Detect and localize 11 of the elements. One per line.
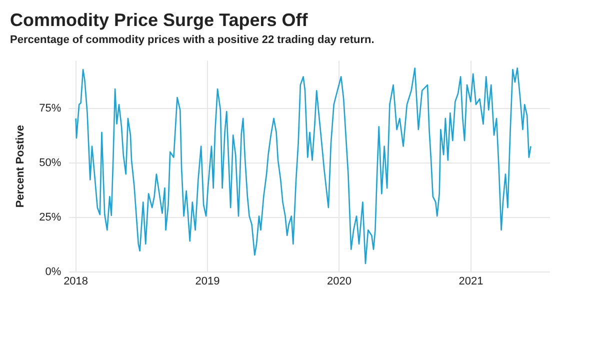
x-tick-label: 2021 [458, 275, 484, 288]
x-tick-label: 2018 [64, 275, 88, 288]
chart-subtitle: Percentage of commodity prices with a positive 22 trading day return. [10, 34, 374, 46]
y-tick-label: 75% [39, 102, 62, 115]
y-tick-label: 25% [39, 211, 62, 224]
y-axis-title: Percent Postive [14, 125, 27, 208]
y-tick-label: 0% [45, 266, 62, 278]
x-tick-label: 2019 [195, 275, 220, 288]
y-tick-label: 50% [39, 157, 62, 170]
chart-title: Commodity Price Surge Tapers Off [10, 10, 309, 30]
x-tick-label: 2020 [327, 275, 352, 288]
